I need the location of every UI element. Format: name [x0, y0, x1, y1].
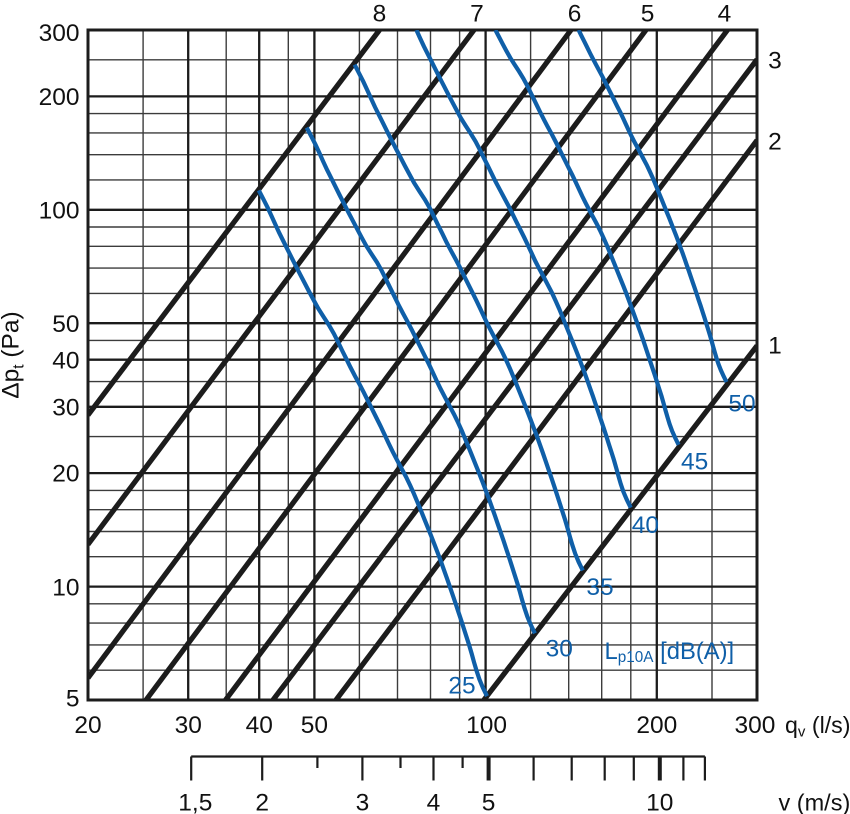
svg-text:3: 3	[768, 48, 782, 75]
svg-text:30: 30	[52, 395, 79, 422]
svg-text:50: 50	[52, 311, 79, 338]
svg-text:8: 8	[373, 1, 387, 28]
svg-text:v (m/s): v (m/s)	[779, 789, 850, 814]
svg-text:4: 4	[427, 789, 441, 814]
svg-text:35: 35	[586, 574, 613, 601]
svg-text:40: 40	[632, 512, 659, 539]
svg-text:qv (l/s): qv (l/s)	[785, 712, 850, 741]
svg-text:45: 45	[681, 449, 708, 476]
svg-text:2: 2	[255, 789, 269, 814]
svg-text:5: 5	[66, 686, 80, 713]
svg-text:20: 20	[74, 712, 101, 739]
svg-text:200: 200	[636, 712, 677, 739]
svg-text:100: 100	[39, 198, 80, 225]
svg-text:30: 30	[175, 712, 202, 739]
svg-text:5: 5	[641, 1, 655, 28]
svg-text:40: 40	[246, 712, 273, 739]
svg-text:6: 6	[568, 1, 582, 28]
svg-text:50: 50	[301, 712, 328, 739]
svg-text:4: 4	[718, 1, 732, 28]
svg-text:100: 100	[466, 712, 507, 739]
svg-text:5: 5	[482, 789, 496, 814]
svg-text:200: 200	[39, 84, 80, 111]
svg-text:1: 1	[768, 333, 782, 360]
svg-text:10: 10	[52, 574, 79, 601]
svg-text:25: 25	[448, 673, 475, 700]
svg-text:300: 300	[39, 20, 80, 47]
svg-text:7: 7	[470, 1, 484, 28]
svg-text:20: 20	[52, 461, 79, 488]
svg-text:50: 50	[728, 391, 755, 418]
svg-text:1,5: 1,5	[178, 789, 212, 814]
svg-text:40: 40	[52, 347, 79, 374]
svg-text:30: 30	[546, 635, 573, 662]
svg-text:3: 3	[356, 789, 370, 814]
svg-text:10: 10	[646, 789, 673, 814]
svg-text:2: 2	[768, 128, 782, 155]
svg-text:Δpt (Pa): Δpt (Pa)	[0, 311, 28, 398]
svg-text:300: 300	[735, 712, 776, 739]
